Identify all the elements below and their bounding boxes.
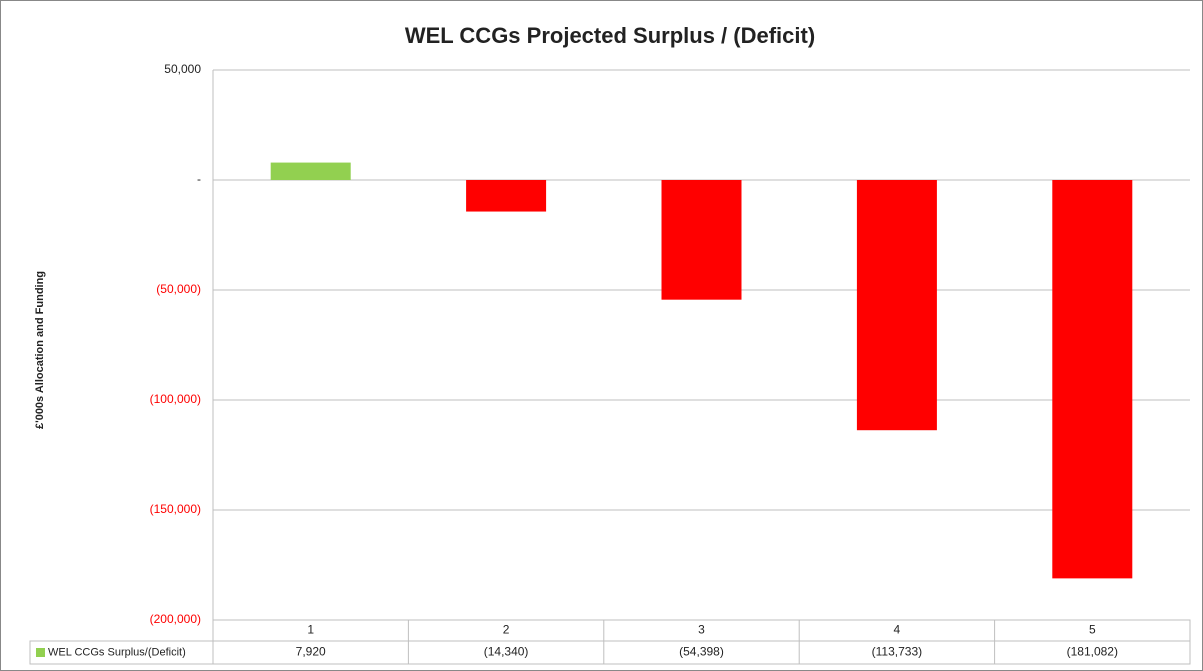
y-tick-label: (150,000)	[150, 502, 201, 516]
table-cell	[29, 640, 1191, 665]
legend-key	[36, 648, 45, 657]
y-tick-label: (200,000)	[150, 612, 201, 626]
bar	[1052, 180, 1133, 579]
y-tick-label: -	[197, 172, 201, 186]
x-tick-label: 4	[894, 623, 901, 637]
y-tick-label: (50,000)	[156, 282, 201, 296]
bar	[661, 180, 742, 300]
x-tick-label: 3	[698, 623, 705, 637]
x-tick-label: 1	[307, 623, 314, 637]
bar	[270, 162, 351, 180]
chart-title: WEL CCGs Projected Surplus / (Deficit)	[405, 23, 815, 48]
y-axis-label: £'000s Allocation and Funding	[34, 271, 46, 429]
bar	[856, 180, 937, 431]
table-value: (113,733)	[872, 645, 922, 659]
table-value: (14,340)	[484, 645, 529, 659]
y-tick-label: (100,000)	[150, 392, 201, 406]
table-value: (54,398)	[679, 645, 724, 659]
bar	[466, 180, 547, 212]
table-value: 7,920	[296, 645, 326, 659]
y-tick-label: 50,000	[164, 62, 201, 76]
legend-label: WEL CCGs Surplus/(Deficit)	[48, 646, 186, 658]
x-tick-label: 5	[1089, 623, 1096, 637]
x-tick-label: 2	[503, 623, 510, 637]
table-value: (181,082)	[1067, 645, 1118, 659]
